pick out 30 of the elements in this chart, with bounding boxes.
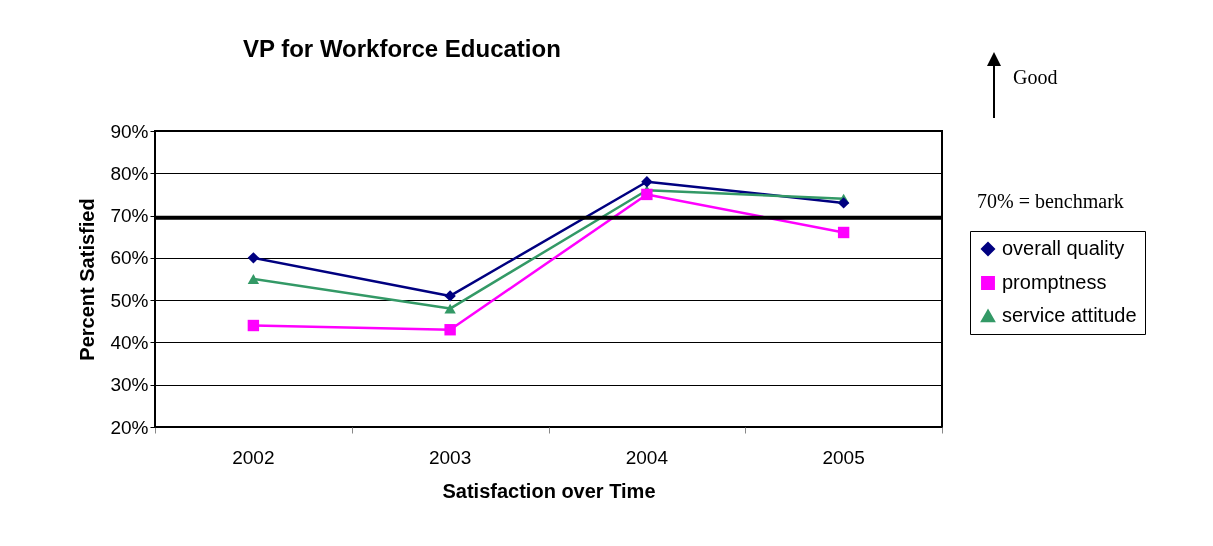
x-axis-title: Satisfaction over Time xyxy=(442,480,656,502)
x-tick-label: 2003 xyxy=(428,447,472,468)
legend-label: service attitude xyxy=(1002,304,1137,326)
y-tick-label: 60% xyxy=(110,247,149,269)
point xyxy=(837,197,850,209)
point xyxy=(247,274,260,284)
text: Good xyxy=(1013,66,1058,89)
y-tick-label: 80% xyxy=(110,162,149,184)
y-tick-label: 30% xyxy=(110,374,149,396)
legend-label: overall quality xyxy=(1002,237,1125,259)
y-tick-label: 20% xyxy=(110,416,149,438)
x-tick-label: 2005 xyxy=(822,447,865,468)
x-tick-label: 2004 xyxy=(625,447,669,468)
point xyxy=(641,188,653,201)
point xyxy=(444,290,456,302)
y-tick-label: 70% xyxy=(110,205,149,227)
point xyxy=(247,252,260,264)
y-tick-label: 40% xyxy=(110,331,149,353)
point xyxy=(837,226,850,239)
y-tick-label: 90% xyxy=(110,120,149,142)
x-tick-label: 2002 xyxy=(232,447,275,468)
y-axis-title: Percent Satisfied xyxy=(76,198,99,361)
y-tick-label: 50% xyxy=(110,289,149,311)
point xyxy=(444,303,456,314)
ref-line-label: 70% = benchmark xyxy=(977,189,1124,212)
chart-title: VP for Workforce Education xyxy=(242,35,561,62)
point xyxy=(247,319,260,332)
point xyxy=(641,176,653,188)
point xyxy=(444,324,456,336)
legend-label: promptness xyxy=(1002,271,1107,293)
